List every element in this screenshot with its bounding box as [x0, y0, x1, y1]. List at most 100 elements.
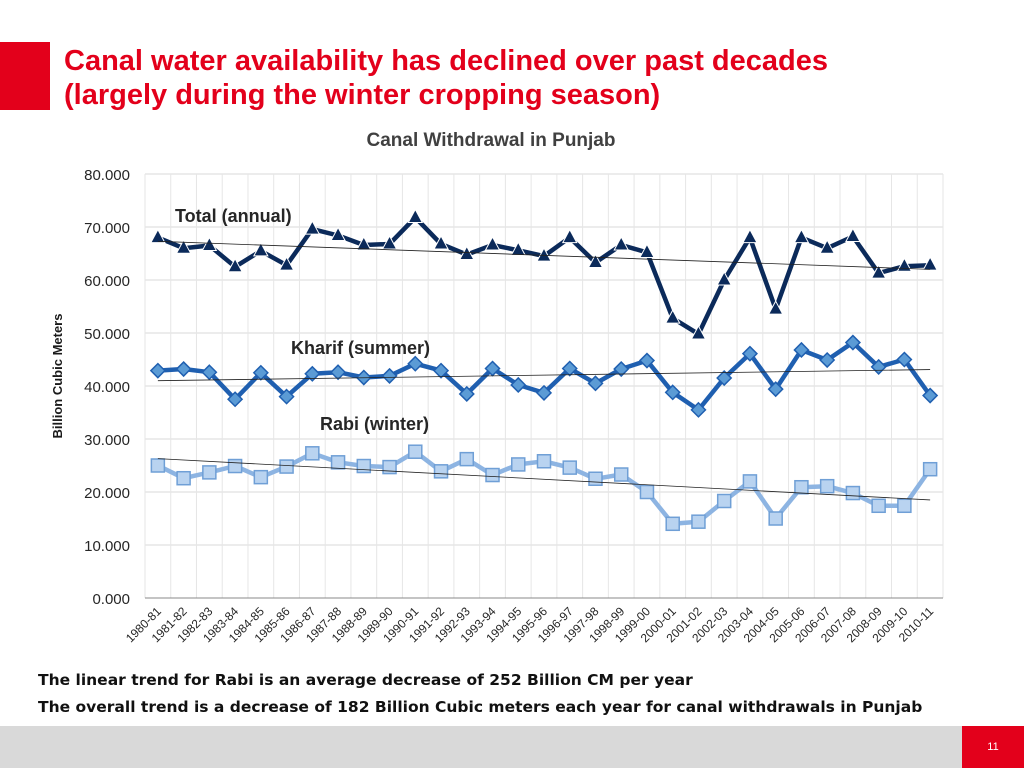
footnote-rabi-trend: The linear trend for Rabi is an average … — [38, 671, 693, 689]
data-point-total — [613, 235, 630, 251]
data-point-total — [253, 241, 269, 257]
data-point-rabi — [665, 516, 680, 532]
data-point-rabi — [408, 444, 423, 459]
data-point-kharif — [432, 362, 450, 379]
y-tick-label: 10.000 — [84, 538, 130, 555]
y-axis-label: Billion Cubic Meters — [50, 314, 65, 439]
data-point-kharif — [201, 364, 218, 381]
data-point-total — [304, 220, 321, 235]
data-point-rabi — [613, 467, 629, 482]
data-point-kharif — [149, 362, 166, 379]
data-point-rabi — [305, 446, 320, 461]
data-point-total — [845, 227, 861, 243]
data-point-total — [330, 226, 346, 241]
y-tick-label: 80.000 — [84, 167, 130, 184]
page-number: 11 — [962, 726, 1024, 768]
y-tick-label: 0.000 — [92, 591, 130, 608]
data-point-rabi — [922, 461, 938, 477]
y-tick-label: 40.000 — [84, 379, 130, 396]
data-point-total — [201, 236, 218, 252]
data-point-kharif — [278, 388, 295, 405]
data-point-rabi — [150, 458, 166, 473]
data-point-rabi — [382, 459, 397, 475]
data-point-kharif — [690, 401, 707, 418]
data-point-rabi — [279, 459, 294, 474]
data-point-kharif — [175, 360, 192, 378]
y-tick-label: 20.000 — [84, 485, 130, 502]
data-point-rabi — [511, 457, 526, 472]
data-point-total — [690, 325, 707, 340]
data-point-rabi — [356, 458, 372, 474]
data-point-total — [407, 208, 424, 223]
data-point-kharif — [844, 334, 861, 351]
chart-title: Canal Withdrawal in Punjab — [367, 130, 616, 151]
line-chart: Canal Withdrawal in Punjab 0.000 10.000 20.… — [50, 130, 944, 645]
data-point-rabi — [176, 470, 191, 486]
data-point-total — [561, 228, 578, 244]
data-point-rabi — [202, 465, 217, 480]
data-point-total — [922, 256, 938, 271]
data-point-kharif — [896, 351, 913, 368]
y-tick-label: 60.000 — [84, 273, 130, 290]
y-tick-label: 30.000 — [84, 432, 130, 449]
data-point-total — [536, 247, 552, 262]
data-point-kharif — [819, 351, 836, 369]
data-point-kharif — [922, 387, 939, 404]
title-accent-bar — [0, 42, 50, 110]
data-point-total — [484, 235, 501, 251]
data-point-total — [227, 257, 243, 273]
data-point-kharif — [458, 385, 475, 403]
data-point-kharif — [381, 367, 398, 384]
trendline — [157, 240, 931, 270]
data-point-total — [819, 239, 835, 254]
data-point-rabi — [845, 485, 861, 501]
y-tick-label: 50.000 — [84, 326, 130, 343]
data-point-rabi — [588, 471, 603, 486]
slide-title-line-2: (largely during the winter cropping seas… — [64, 79, 661, 111]
footnote-overall-trend: The overall trend is a decrease of 182 B… — [38, 698, 923, 716]
data-point-kharif — [330, 364, 347, 381]
data-point-total — [355, 235, 372, 251]
data-point-kharif — [767, 381, 784, 398]
data-point-kharif — [252, 364, 269, 381]
data-point-kharif — [535, 384, 553, 401]
data-point-total — [150, 228, 166, 244]
data-point-kharif — [407, 355, 424, 372]
footer-band — [0, 726, 1024, 768]
data-point-rabi — [768, 511, 783, 526]
data-point-rabi — [253, 469, 269, 485]
data-point-total — [716, 270, 733, 286]
data-point-total — [793, 228, 810, 244]
data-point-rabi — [794, 479, 809, 495]
data-point-total — [639, 243, 655, 258]
data-point-total — [381, 234, 398, 250]
data-point-total — [175, 239, 192, 254]
data-point-total — [510, 241, 527, 256]
data-point-total — [278, 256, 295, 271]
data-point-kharif — [561, 360, 578, 377]
data-point-kharif — [664, 384, 681, 401]
data-point-total — [587, 253, 604, 269]
data-point-rabi — [691, 514, 706, 529]
data-point-total — [870, 264, 887, 279]
data-point-rabi — [819, 478, 835, 494]
data-point-kharif — [227, 391, 244, 408]
data-point-total — [664, 309, 681, 324]
y-tick-label: 70.000 — [84, 220, 130, 237]
data-point-kharif — [716, 369, 733, 387]
data-point-kharif — [587, 375, 604, 392]
slide-title-line-1: Canal water availability has declined ov… — [64, 45, 828, 77]
data-point-rabi — [562, 460, 577, 475]
data-point-kharif — [613, 360, 630, 378]
data-point-rabi — [536, 454, 552, 469]
series-label: Rabi (winter) — [320, 414, 429, 434]
data-point-kharif — [510, 376, 527, 394]
data-point-rabi — [433, 464, 449, 479]
data-point-kharif — [304, 365, 321, 382]
data-point-rabi — [485, 467, 500, 483]
series-label: Total (annual) — [175, 206, 292, 226]
data-point-rabi — [716, 493, 732, 509]
data-point-kharif — [638, 352, 656, 369]
series-label: Kharif (summer) — [291, 338, 430, 358]
data-point-total — [742, 228, 758, 244]
